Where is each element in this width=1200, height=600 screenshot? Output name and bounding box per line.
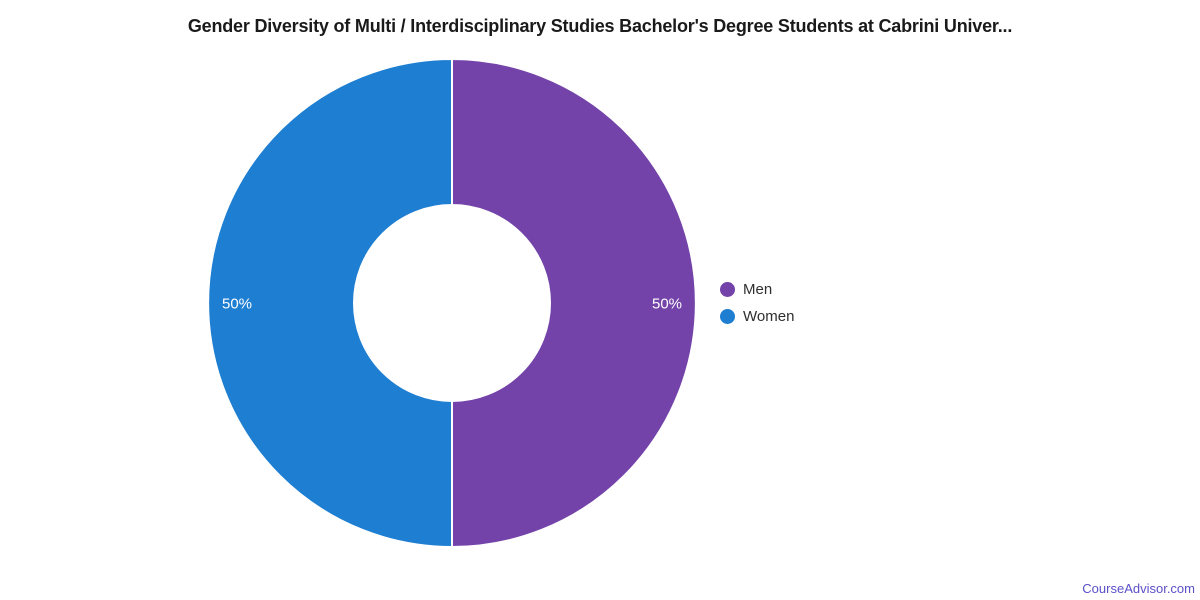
legend: Men Women xyxy=(716,276,794,330)
chart-title: Gender Diversity of Multi / Interdiscipl… xyxy=(187,16,1013,36)
donut-chart: 50% 50% xyxy=(207,58,697,548)
legend-label: Men xyxy=(743,281,773,298)
pie-slice-men[interactable] xyxy=(451,58,697,548)
slice-label-men: 50% xyxy=(652,295,682,312)
slice-label-women: 50% xyxy=(222,295,252,312)
legend-label: Women xyxy=(743,308,795,325)
legend-item-men[interactable]: Men xyxy=(716,276,794,303)
legend-marker-icon xyxy=(720,309,735,324)
watermark-link[interactable]: CourseAdvisor.com xyxy=(1082,581,1195,596)
pie-slice-women[interactable] xyxy=(207,58,453,548)
legend-item-women[interactable]: Women xyxy=(716,303,794,330)
legend-marker-icon xyxy=(720,282,735,297)
